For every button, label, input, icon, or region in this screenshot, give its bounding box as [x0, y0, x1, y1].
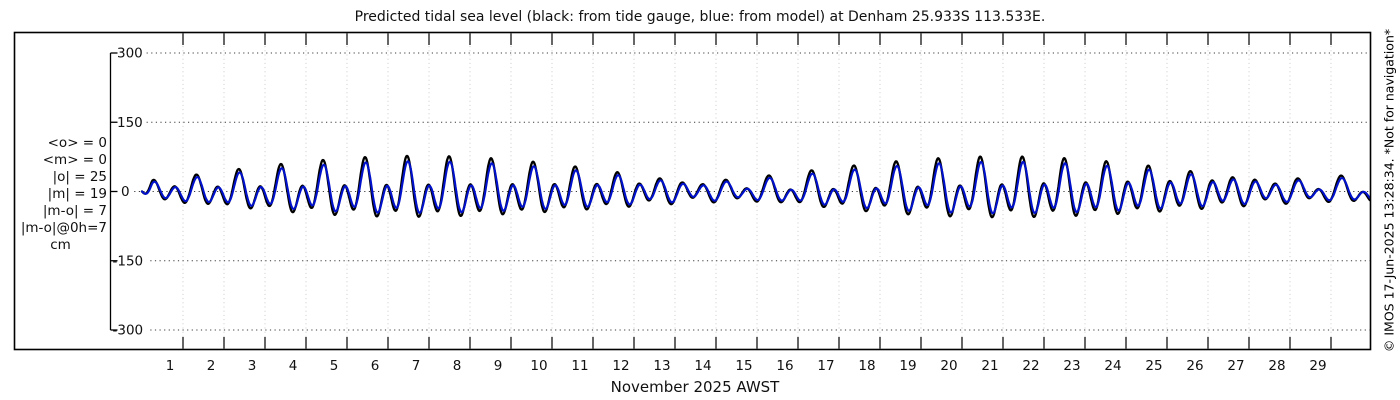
series-model-line [140, 160, 1371, 215]
y-tick-label: 0 [121, 184, 130, 200]
stats-line: <o> = 0 [47, 135, 107, 151]
x-tick-label: 29 [1309, 358, 1326, 374]
y-tick-label: 300 [117, 46, 143, 62]
x-tick-label: 18 [858, 358, 875, 374]
x-tick-label: 26 [1186, 358, 1203, 374]
x-tick-label: 21 [981, 358, 998, 374]
stats-line: |m-o|@0h=7 [20, 220, 107, 236]
x-tick-label: 8 [453, 358, 462, 374]
x-tick-label: 16 [776, 358, 793, 374]
series-gauge-line [140, 154, 1371, 219]
x-tick-label: 3 [248, 358, 257, 374]
x-tick-label: 23 [1063, 358, 1080, 374]
x-tick-label: 14 [694, 358, 711, 374]
y-tick-label: -150 [113, 253, 144, 269]
stats-line: |m| = 19 [47, 186, 107, 202]
imos-watermark: © IMOS 17-Jun-2025 13:28:34. *Not for na… [1381, 28, 1397, 353]
stats-line: |m-o| = 7 [42, 203, 107, 219]
x-tick-label: 28 [1268, 358, 1285, 374]
x-tick-label: 4 [289, 358, 298, 374]
y-axis [109, 52, 118, 331]
x-tick-label: 22 [1022, 358, 1039, 374]
stats-line: cm [50, 237, 71, 253]
horizontal-gridlines [134, 52, 1370, 331]
day-ticks [182, 33, 1332, 349]
x-tick-label: 24 [1104, 358, 1121, 374]
x-tick-label: 6 [371, 358, 380, 374]
x-tick-label: 7 [412, 358, 421, 374]
stats-line: <m> = 0 [42, 152, 107, 168]
x-tick-label: 9 [494, 358, 503, 374]
stats-panel: <o> = 0 <m> = 0 |o| = 25 |m| = 19 |m-o| = 7 |… [14, 135, 107, 254]
plot-title: Predicted tidal sea level (black: from t… [354, 9, 1046, 25]
x-tick-label: 2 [207, 358, 216, 374]
x-tick-label: 17 [817, 358, 834, 374]
x-tick-label: 13 [653, 358, 670, 374]
plot-frame [13, 31, 1372, 351]
x-tick-label: 5 [330, 358, 339, 374]
series-curves [140, 154, 1371, 219]
x-tick-label: 1 [166, 358, 175, 374]
x-axis-title: November 2025 AWST [610, 378, 780, 396]
y-tick-label: 150 [117, 115, 143, 131]
y-tick-label: -300 [113, 323, 144, 339]
x-tick-label: 12 [612, 358, 629, 374]
x-tick-label: 15 [735, 358, 752, 374]
x-tick-label: 19 [899, 358, 916, 374]
x-tick-label: 27 [1227, 358, 1244, 374]
x-tick-label: 20 [940, 358, 957, 374]
x-tick-label: 25 [1145, 358, 1162, 374]
x-tick-label: 11 [571, 358, 588, 374]
stats-line: |o| = 25 [52, 169, 107, 185]
x-tick-label: 10 [530, 358, 547, 374]
